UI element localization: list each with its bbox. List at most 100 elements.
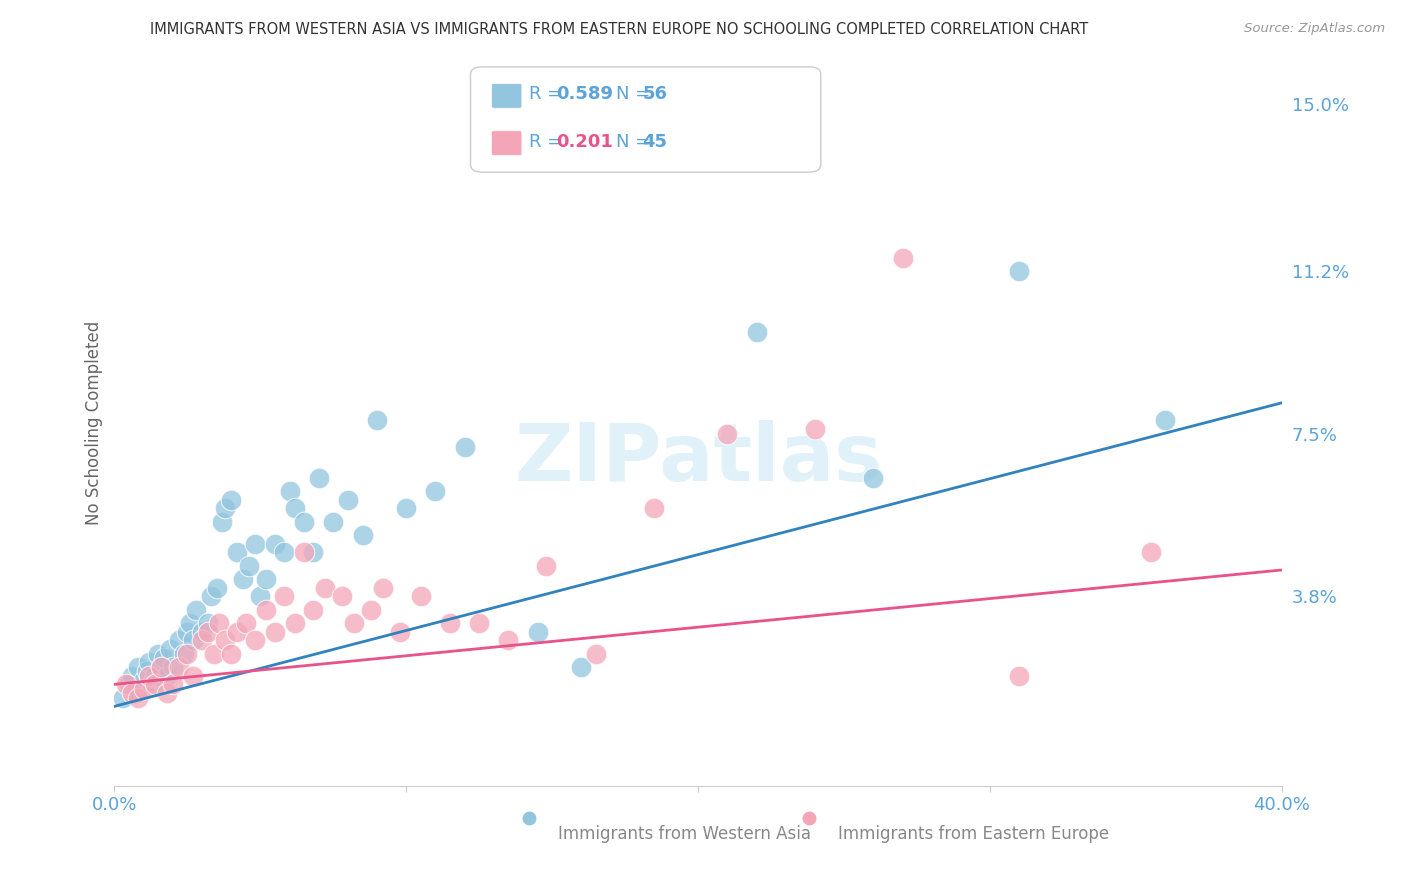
Point — [127, 659, 149, 673]
Point — [292, 545, 315, 559]
Point — [179, 615, 201, 630]
Point — [284, 501, 307, 516]
Point — [862, 470, 884, 484]
Point — [118, 677, 141, 691]
Point — [214, 501, 236, 516]
Text: N =: N = — [616, 86, 657, 103]
Point — [138, 668, 160, 682]
Point — [745, 326, 768, 340]
Point — [1139, 545, 1161, 559]
Point — [243, 633, 266, 648]
Point — [360, 602, 382, 616]
Point — [162, 677, 184, 691]
Text: R =: R = — [529, 133, 568, 151]
Point — [181, 633, 204, 648]
Point — [585, 647, 607, 661]
Point — [156, 668, 179, 682]
Point — [371, 581, 394, 595]
Point — [284, 615, 307, 630]
Point — [1008, 264, 1031, 278]
Point — [308, 470, 330, 484]
Point — [150, 659, 173, 673]
Point — [292, 515, 315, 529]
Text: ZIPatlas: ZIPatlas — [515, 420, 883, 498]
Point — [143, 668, 166, 682]
Point — [162, 659, 184, 673]
Point — [439, 615, 461, 630]
Point — [181, 668, 204, 682]
Point — [1154, 413, 1177, 427]
Text: Immigrants from Eastern Europe: Immigrants from Eastern Europe — [838, 825, 1109, 844]
Point — [254, 602, 277, 616]
Point — [314, 581, 336, 595]
Point — [191, 624, 214, 639]
Point — [159, 642, 181, 657]
Text: IMMIGRANTS FROM WESTERN ASIA VS IMMIGRANTS FROM EASTERN EUROPE NO SCHOOLING COMP: IMMIGRANTS FROM WESTERN ASIA VS IMMIGRAN… — [149, 22, 1088, 37]
Point — [468, 615, 491, 630]
Point — [219, 647, 242, 661]
Point — [322, 515, 344, 529]
Text: R =: R = — [529, 86, 568, 103]
FancyBboxPatch shape — [492, 84, 522, 108]
Point — [238, 558, 260, 573]
Point — [214, 633, 236, 648]
Point — [302, 545, 325, 559]
Point — [208, 615, 231, 630]
Point — [273, 590, 295, 604]
Point — [336, 492, 359, 507]
Text: 45: 45 — [643, 133, 668, 151]
Text: 56: 56 — [643, 86, 668, 103]
Point — [891, 251, 914, 265]
Point — [121, 668, 143, 682]
Point — [425, 483, 447, 498]
Point — [235, 615, 257, 630]
Point — [330, 590, 353, 604]
Point — [138, 656, 160, 670]
Point — [167, 633, 190, 648]
Point — [132, 681, 155, 696]
Point — [226, 624, 249, 639]
Point — [278, 483, 301, 498]
Point — [197, 624, 219, 639]
FancyBboxPatch shape — [471, 67, 821, 172]
Point — [243, 536, 266, 550]
Point — [804, 422, 827, 436]
Point — [129, 681, 152, 696]
Point — [264, 624, 287, 639]
Point — [716, 426, 738, 441]
Point — [352, 528, 374, 542]
Point — [148, 647, 170, 661]
Point — [197, 615, 219, 630]
Point — [200, 590, 222, 604]
Point — [343, 615, 366, 630]
Point — [453, 440, 475, 454]
Point — [112, 690, 135, 705]
Point — [124, 686, 146, 700]
Point — [127, 690, 149, 705]
Text: N =: N = — [616, 133, 657, 151]
Point — [186, 602, 208, 616]
FancyBboxPatch shape — [492, 131, 522, 155]
Point — [643, 501, 665, 516]
Point — [132, 673, 155, 687]
Point — [395, 501, 418, 516]
Point — [205, 581, 228, 595]
Point — [498, 633, 520, 648]
Point — [173, 647, 195, 661]
Point — [571, 659, 593, 673]
Point — [526, 624, 548, 639]
Point — [153, 651, 176, 665]
Point — [249, 590, 271, 604]
Point — [143, 677, 166, 691]
Text: Source: ZipAtlas.com: Source: ZipAtlas.com — [1244, 22, 1385, 36]
Point — [191, 633, 214, 648]
Point — [176, 647, 198, 661]
Point — [121, 686, 143, 700]
Point — [536, 558, 558, 573]
Point — [141, 677, 163, 691]
Point — [150, 659, 173, 673]
Point — [167, 659, 190, 673]
Text: Immigrants from Western Asia: Immigrants from Western Asia — [558, 825, 811, 844]
Y-axis label: No Schooling Completed: No Schooling Completed — [86, 320, 103, 524]
Point — [302, 602, 325, 616]
